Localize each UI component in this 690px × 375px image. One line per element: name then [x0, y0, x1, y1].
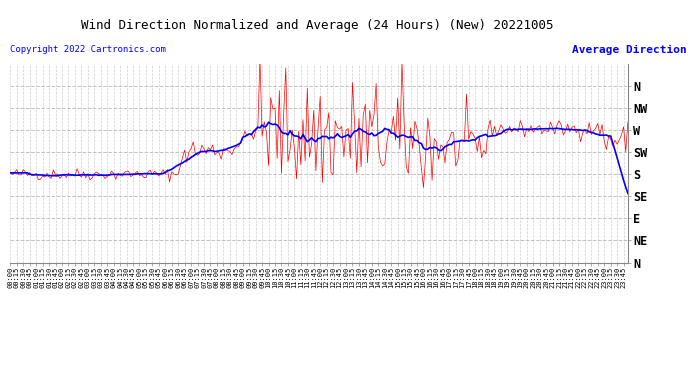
Text: Wind Direction Normalized and Average (24 Hours) (New) 20221005: Wind Direction Normalized and Average (2… — [81, 19, 553, 32]
Text: Average Direction: Average Direction — [572, 45, 687, 55]
Text: Copyright 2022 Cartronics.com: Copyright 2022 Cartronics.com — [10, 45, 166, 54]
